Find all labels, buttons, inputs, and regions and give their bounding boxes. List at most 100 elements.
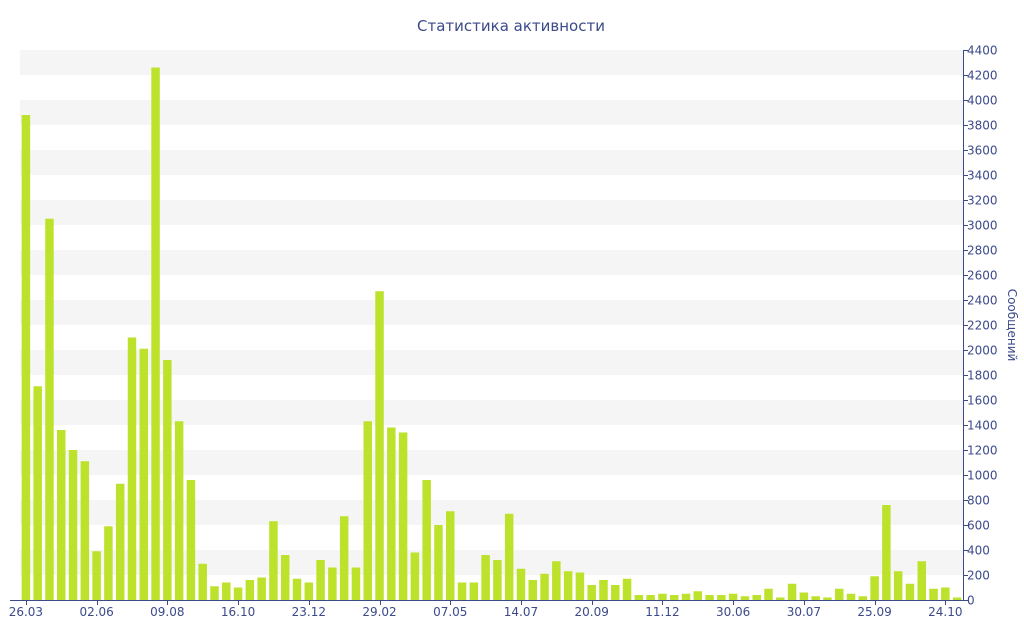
bar [92,551,101,600]
bar [799,592,809,600]
bar [104,526,113,600]
bar [422,480,431,600]
y-tick-label: 2800 [967,244,998,258]
bar [57,430,66,600]
bar [151,67,160,600]
grid-band [20,200,963,225]
bar [493,560,502,600]
bar [304,582,314,600]
x-tick-label: 16.10 [221,605,255,619]
bar [882,505,891,600]
bar [787,583,797,600]
grid-band [20,500,963,525]
y-tick-label: 4000 [967,94,998,108]
bar [552,561,561,600]
x-tick-label: 26.03 [9,605,43,619]
bar [339,516,349,600]
bar [764,588,773,600]
bar [823,597,832,600]
bar [233,587,243,600]
bar [669,595,679,600]
bar [33,386,42,600]
bar [387,427,396,600]
y-tick-label: 800 [967,494,990,508]
bar [834,588,844,600]
y-tick-label: 3000 [967,219,998,233]
bar [446,511,455,600]
bar [328,567,337,600]
x-tick-label: 30.07 [787,605,821,619]
y-tick-label: 1200 [967,444,998,458]
bar [622,578,632,600]
bar [163,360,172,600]
y-tick-label: 3200 [967,194,998,208]
bar [717,595,726,600]
bar [245,580,255,600]
bar [611,585,620,600]
y-tick-label: 2600 [967,269,998,283]
bar [410,552,420,600]
y-tick-label: 1600 [967,394,998,408]
y-tick-label: 4200 [967,69,998,83]
x-tick-label: 24.10 [928,605,962,619]
y-tick-label: 2000 [967,344,998,358]
bar [257,577,266,600]
bar [905,583,915,600]
bar [599,580,608,600]
bar [127,337,137,600]
bar [528,580,537,600]
grid-bands [20,50,963,575]
bar [752,595,761,600]
bar [280,555,290,600]
bar [893,571,903,600]
bar [398,432,408,600]
bar [870,576,879,600]
bar [811,596,820,600]
bar [21,115,31,600]
bar [929,588,938,600]
bar [941,587,950,600]
y-tick-label: 3800 [967,119,998,133]
axes-group: 0 200 400 600 800 1000 1200 1400 1600 1800 2000 220… [9,44,998,620]
y-tick-label: 400 [967,544,990,558]
bar [457,582,467,600]
bar [351,567,361,600]
x-tick-label: 07.05 [433,605,467,619]
y-tick-label: 3400 [967,169,998,183]
y-tick-label: 0 [967,594,975,608]
y-tick-label: 2400 [967,294,998,308]
bar [292,578,302,600]
grid-band [20,350,963,375]
bar [363,421,372,600]
bar [740,596,750,600]
y-tick-label: 4400 [967,44,998,58]
bar [540,573,549,600]
bar [858,596,868,600]
bar [693,591,703,600]
bar [575,572,585,600]
bar [80,461,90,600]
bar [269,521,278,600]
grid-band [20,300,963,325]
bar [174,421,184,600]
bar [186,480,196,600]
bar [504,513,514,600]
y-tick-label: 1400 [967,419,998,433]
bar [563,571,573,600]
grid-band [20,450,963,475]
bar [481,555,490,600]
grid-band [20,50,963,75]
bar [952,597,962,600]
x-tick-label: 23.12 [292,605,326,619]
y-tick-label: 600 [967,519,990,533]
grid-band [20,100,963,125]
bar [516,568,526,600]
y-tick-label: 200 [967,569,990,583]
bar [210,586,219,600]
bar [846,593,856,600]
y-tick-label: 2200 [967,319,998,333]
x-tick-label: 30.06 [716,605,750,619]
bar [681,593,691,600]
bar [139,348,149,600]
bar [45,218,54,600]
